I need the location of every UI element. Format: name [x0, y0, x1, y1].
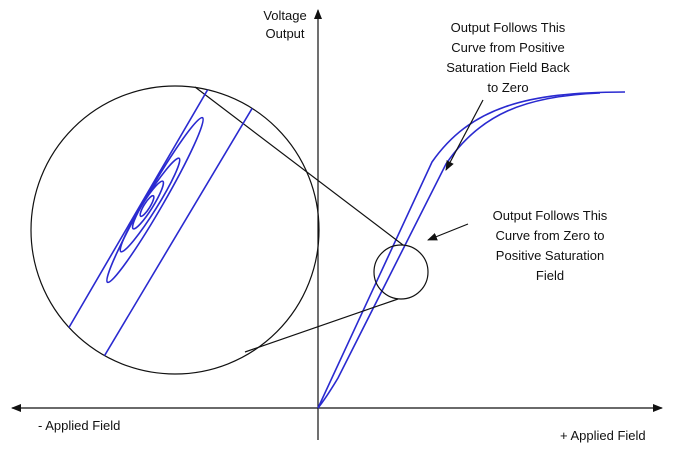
annotation: Output Follows This Curve from Zero to Pos…: [493, 208, 608, 283]
annotation-line: Saturation Field Back: [446, 60, 570, 75]
annotation-line: Curve from Zero to: [495, 228, 604, 243]
annotation-line: Positive Saturation: [496, 248, 604, 263]
annotation-line: to Zero: [487, 80, 528, 95]
zoom-loop: [131, 180, 165, 230]
annotation-line: Field: [536, 268, 564, 283]
annotation-arrow: [427, 223, 469, 241]
y-axis-label: Voltage: [263, 8, 306, 23]
zoom-loop: [139, 194, 155, 218]
annotation-line: Output Follows This: [451, 20, 566, 35]
y-axis-label: Output: [265, 26, 304, 41]
x-axis-positive-label: + Applied Field: [560, 428, 646, 443]
zoom-loop: [106, 116, 204, 284]
zoom-line: [49, 86, 226, 361]
x-axis-negative-label: - Applied Field: [38, 418, 120, 433]
zoom-line: [89, 86, 276, 374]
annotation-arrow: [445, 99, 484, 171]
annotation: Output Follows This Curve from Positive Sa…: [446, 20, 570, 95]
annotation-line: Curve from Positive: [451, 40, 564, 55]
zoom-small-circle: [373, 244, 429, 300]
annotation-line: Output Follows This: [493, 208, 608, 223]
zoom-detail: [49, 86, 276, 374]
zoom-loop: [119, 157, 181, 253]
zoom-big-circle: [30, 85, 320, 375]
zoom-connector: [194, 86, 404, 246]
zoom-connector: [244, 298, 399, 353]
